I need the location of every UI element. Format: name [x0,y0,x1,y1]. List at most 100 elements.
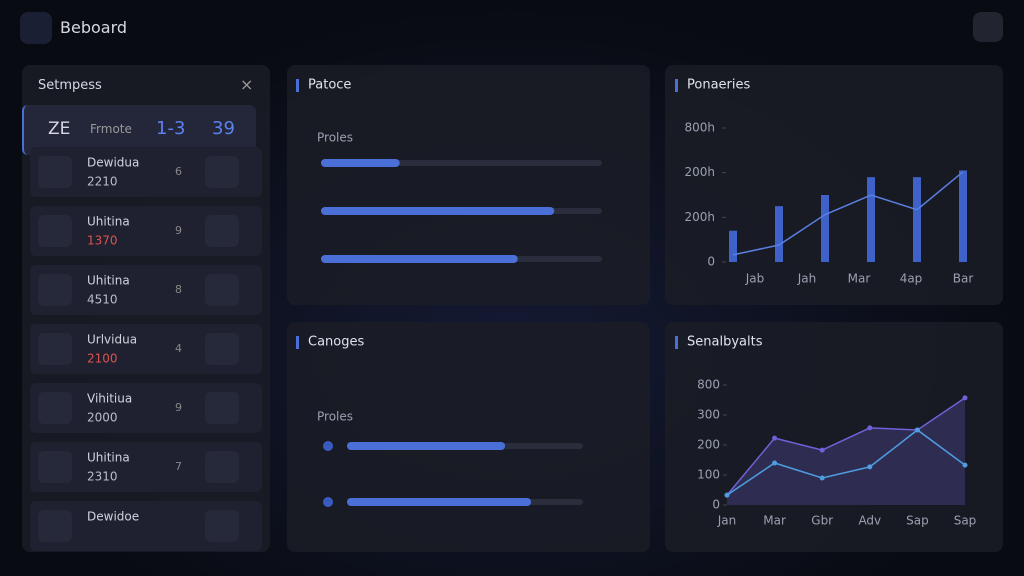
team: ZE [48,119,71,139]
bar [913,177,921,262]
match-name: Dewidoe [87,510,139,524]
match-name: Uhitina [87,274,130,288]
match-number: 2000 [87,411,118,425]
progress-bar [321,159,400,167]
x-tick-label: Mar [763,514,786,528]
team-icon [205,451,239,483]
panel-subtitle: Proles [317,410,353,424]
title-accent [675,79,678,92]
team-icon [38,451,72,483]
y-tick-label: 100 [697,468,720,482]
y-tick-label: 800 [697,378,720,392]
match-odds: 6 [175,165,182,178]
bar [729,230,737,262]
match-name: Uhitina [87,215,130,229]
progress-bar [347,442,506,450]
point [772,460,778,466]
y-tick-label: 200h [684,165,715,179]
point [819,475,825,481]
match-name: Dewidua [87,156,139,170]
match-number: 4510 [87,293,118,307]
y-tick-label: 0 [712,498,720,512]
point [962,462,968,468]
team-icon [205,156,239,188]
x-tick-label: Jah [797,272,817,286]
progress-bar [347,498,532,506]
y-tick-label: 200h [684,210,715,224]
bar [959,170,967,262]
x-tick-label: Bar [953,272,974,286]
panel-title: Senalbyalts [687,335,763,350]
point [962,395,968,401]
bar [867,177,875,262]
app-title: Beboard [60,18,128,37]
team-icon [38,333,72,365]
x-tick-label: Gbr [811,514,833,528]
settings-button[interactable] [973,12,1003,42]
match-name: Urlvidua [87,333,137,347]
match-number: 2100 [87,352,118,366]
match-odds: 9 [175,224,182,237]
close-button[interactable]: × [240,75,254,94]
bullet [323,497,333,507]
x-tick-label: Sap [906,514,929,528]
title-accent [296,336,299,349]
team-icon [38,392,72,424]
point [867,425,873,431]
match-odds: 8 [175,283,182,296]
match-number: 1370 [87,234,118,248]
team-icon [205,274,239,306]
area [727,397,965,505]
line [726,429,966,496]
match-number: 2310 [87,470,118,484]
match-number: 2210 [87,175,118,189]
line-panel [665,322,1003,552]
x-tick-label: Jab [745,272,765,286]
team-icon [38,510,72,542]
panel-title: Patoce [308,78,351,93]
match-name: Vihitiua [87,392,132,406]
score-label: Frmote [90,122,132,136]
panel-subtitle: Proles [317,131,353,145]
match-odds: 9 [175,401,182,414]
progress-bar [321,255,518,263]
match-odds: 4 [175,342,182,355]
team-icon [38,274,72,306]
panel-title: Ponaeries [687,78,750,93]
x-tick-label: Sap [954,514,977,528]
panel-title: Canoges [308,335,364,350]
team-icon [205,333,239,365]
logo[interactable] [20,12,52,44]
team-icon [205,510,239,542]
match-name: Uhitina [87,451,130,465]
bullet [323,441,333,451]
y-tick-label: 800h [684,121,715,135]
title-accent [675,336,678,349]
sidebar-title: Setmpess [38,78,102,93]
title-accent [296,79,299,92]
score-value: 39 [212,118,235,139]
line [726,397,966,496]
y-tick-label: 300 [697,408,720,422]
y-tick-label: 0 [707,255,715,269]
score: 1-3 [156,118,186,139]
x-tick-label: Jan [717,514,737,528]
bar [775,206,783,262]
x-tick-label: 4ap [900,272,923,286]
y-tick-label: 200 [697,438,720,452]
bar [821,195,829,262]
trend-line [732,171,964,256]
point [867,464,873,470]
progress-panel [287,65,650,305]
x-tick-label: Mar [848,272,871,286]
team-icon [205,392,239,424]
team-icon [38,215,72,247]
point [819,447,825,453]
match-odds: 7 [175,460,182,473]
point [914,427,920,433]
point [772,435,778,441]
team-icon [205,215,239,247]
progress-bar [321,207,555,215]
